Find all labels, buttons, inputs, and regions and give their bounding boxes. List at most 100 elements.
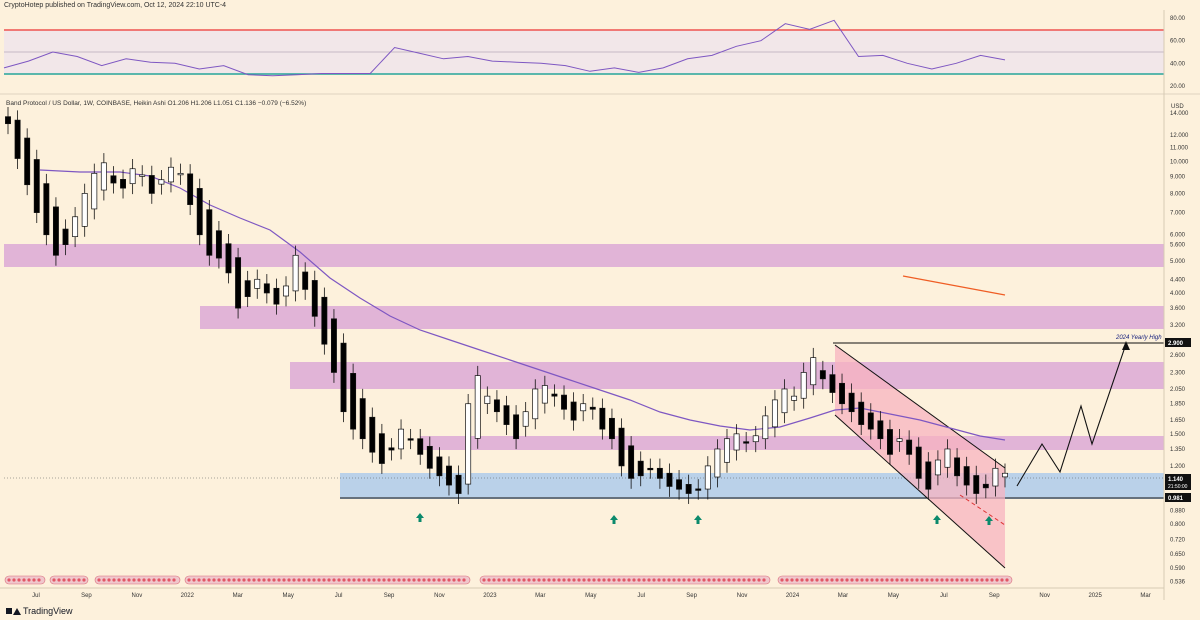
time-axis-tick: 2025 <box>1088 593 1102 599</box>
candle-body <box>398 428 404 450</box>
rsi-series-line <box>3 19 1006 77</box>
time-axis-tick: Sep <box>989 593 1000 599</box>
event-dot <box>367 578 371 582</box>
event-dot <box>12 578 16 582</box>
marker-strip <box>777 575 1013 585</box>
event-dot <box>567 578 571 582</box>
candles <box>5 106 1008 504</box>
candle-body <box>906 439 913 455</box>
event-dot <box>707 578 711 582</box>
price-axis-tick: 1.200 <box>1170 464 1186 470</box>
candle-body <box>982 483 989 489</box>
event-dot <box>252 578 256 582</box>
candle-body <box>91 172 98 210</box>
candle-body <box>589 406 596 410</box>
event-dot <box>512 578 516 582</box>
candle-body <box>570 401 577 421</box>
event-dot <box>417 578 421 582</box>
time-axis-tick: Sep <box>81 593 92 599</box>
event-dot <box>900 578 904 582</box>
candle-body <box>158 179 165 185</box>
event-dot <box>552 578 556 582</box>
candle-body <box>350 373 357 430</box>
candle-body <box>934 459 941 476</box>
candle-body <box>14 119 21 159</box>
yearly-high-price-label: 2.900 <box>1168 341 1184 347</box>
event-dot <box>652 578 656 582</box>
candle-body <box>733 433 740 451</box>
candle-body <box>973 475 980 494</box>
event-dot <box>762 578 766 582</box>
candle-body <box>139 174 146 177</box>
candle-body <box>100 162 107 191</box>
candle-body <box>704 465 711 490</box>
candle-body <box>724 438 730 463</box>
event-dot <box>950 578 954 582</box>
event-dot <box>342 578 346 582</box>
rsi-axis-tick: 20.00 <box>1170 84 1186 90</box>
candle-body <box>235 257 242 309</box>
event-dot <box>247 578 251 582</box>
candle-body <box>43 183 50 236</box>
time-axis-tick: May <box>283 593 294 599</box>
price-axis-tick: 1.500 <box>1170 432 1186 438</box>
candle-body <box>110 175 117 184</box>
event-dot <box>657 578 661 582</box>
price-axis-tick: 12.000 <box>1170 133 1189 139</box>
event-dot <box>382 578 386 582</box>
event-dot <box>737 578 741 582</box>
candle-body <box>81 193 88 227</box>
candle-body <box>637 460 644 477</box>
event-dot <box>97 578 101 582</box>
rsi-axis-tick: 60.00 <box>1170 39 1186 45</box>
candle-body <box>676 479 683 490</box>
axis-unit-label: USD <box>1171 104 1184 110</box>
event-dot <box>995 578 999 582</box>
price-axis-tick: 6.000 <box>1170 233 1186 239</box>
candle-body <box>292 254 299 292</box>
event-dot <box>622 578 626 582</box>
event-dot <box>357 578 361 582</box>
candle-body <box>426 445 433 469</box>
price-axis-tick: 2.600 <box>1170 353 1186 359</box>
candle-body <box>810 357 817 386</box>
event-dot <box>407 578 411 582</box>
time-axis-tick: 2022 <box>181 593 195 599</box>
event-dot <box>302 578 306 582</box>
time-axis: Jul Sep Nov 2022 Mar May Jul Sep Nov 2023 Mar May Ju… <box>32 593 1151 599</box>
event-dot <box>682 578 686 582</box>
resistance-zones <box>4 244 1164 499</box>
event-dot <box>412 578 416 582</box>
candle-body <box>915 446 922 479</box>
event-dot <box>742 578 746 582</box>
symbol-legend: Band Protocol / US Dollar, 1W, COINBASE,… <box>6 100 307 107</box>
time-axis-tick: 2023 <box>483 593 497 599</box>
candle-body <box>503 405 510 425</box>
price-axis-tick: 7.000 <box>1170 211 1186 217</box>
candle-body <box>215 230 222 259</box>
time-axis-tick: 2024 <box>786 593 800 599</box>
event-dot <box>297 578 301 582</box>
time-axis-tick: Nov <box>737 593 748 599</box>
event-dot <box>820 578 824 582</box>
price-axis-tick: 4.000 <box>1170 291 1186 297</box>
candle-body <box>541 385 548 404</box>
brand: TradingView <box>6 606 73 616</box>
candle-body <box>168 166 174 183</box>
candle-body <box>446 465 452 486</box>
event-dot <box>207 578 211 582</box>
time-axis-tick: Jul <box>637 593 645 599</box>
candle-body <box>465 403 472 485</box>
event-dot <box>347 578 351 582</box>
time-axis-tick: Nov <box>132 593 143 599</box>
candle-body <box>369 416 376 453</box>
event-dot <box>262 578 266 582</box>
last-price-tag <box>1165 474 1191 490</box>
event-dot <box>237 578 241 582</box>
up-arrow-icon <box>610 515 618 524</box>
event-dot <box>890 578 894 582</box>
zone-5 <box>4 244 1164 267</box>
time-axis-tick: Nov <box>1039 593 1050 599</box>
candle-body <box>263 283 270 294</box>
event-dot <box>102 578 106 582</box>
